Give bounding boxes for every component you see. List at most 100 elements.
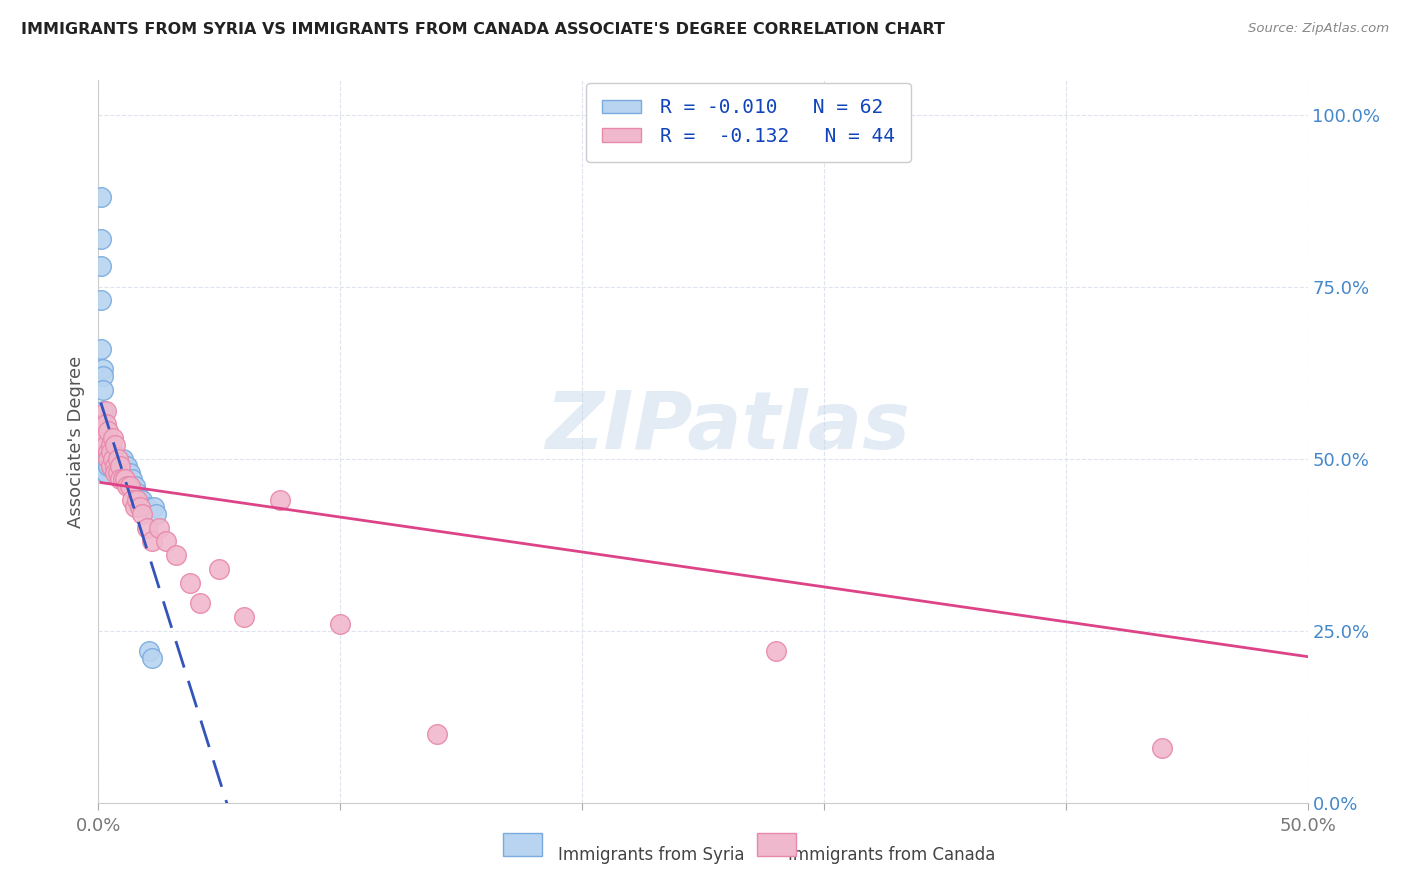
Point [145, 507, 167, 521]
Point [91, 369, 114, 384]
Point [100, 458, 122, 473]
Point [107, 458, 129, 473]
Point [131, 507, 153, 521]
Point [94, 445, 117, 459]
Point [128, 500, 150, 514]
Point [108, 451, 131, 466]
Point [94, 466, 117, 480]
Point [107, 466, 129, 480]
Point [124, 479, 146, 493]
Point [135, 520, 157, 534]
Point [104, 458, 127, 473]
Point [94, 445, 117, 459]
Point [97, 424, 120, 438]
Point [269, 493, 291, 508]
Point [94, 451, 117, 466]
Point [94, 431, 117, 445]
Point [232, 610, 254, 624]
Point [117, 479, 139, 493]
Point [104, 451, 127, 466]
Point [94, 417, 117, 432]
Point [127, 486, 149, 500]
Point [94, 458, 117, 473]
Point [101, 451, 124, 466]
Point [111, 466, 134, 480]
Point [97, 451, 120, 466]
Point [114, 472, 136, 486]
Point [91, 362, 114, 376]
Point [104, 458, 127, 473]
Point [121, 472, 143, 486]
Point [124, 500, 146, 514]
Text: Source: ZipAtlas.com: Source: ZipAtlas.com [1249, 22, 1389, 36]
Point [114, 458, 136, 473]
Point [97, 451, 120, 466]
Point [765, 108, 787, 122]
Point [131, 493, 153, 508]
Point [104, 458, 127, 473]
Point [148, 520, 170, 534]
Point [94, 458, 117, 473]
Point [179, 575, 201, 590]
Text: Immigrants from Canada: Immigrants from Canada [787, 847, 995, 864]
Point [107, 451, 129, 466]
Point [108, 466, 131, 480]
Point [101, 445, 124, 459]
FancyBboxPatch shape [758, 833, 796, 856]
Point [90, 190, 112, 204]
Point [91, 431, 114, 445]
Point [97, 458, 120, 473]
Point [128, 493, 150, 508]
Point [101, 431, 124, 445]
Point [90, 231, 112, 245]
Point [118, 466, 141, 480]
Point [90, 259, 112, 273]
Point [91, 424, 114, 438]
Point [100, 445, 122, 459]
Point [107, 451, 129, 466]
Point [97, 438, 120, 452]
Point [100, 458, 122, 473]
Point [111, 451, 134, 466]
Point [121, 493, 143, 508]
Y-axis label: Associate's Degree: Associate's Degree [66, 355, 84, 528]
Point [100, 438, 122, 452]
Point [94, 466, 117, 480]
Point [97, 451, 120, 466]
Point [329, 616, 352, 631]
Point [91, 383, 114, 397]
Point [91, 424, 114, 438]
Point [97, 445, 120, 459]
Point [100, 451, 122, 466]
Point [127, 493, 149, 508]
Point [117, 458, 139, 473]
Point [155, 534, 177, 549]
Point [91, 417, 114, 432]
Point [100, 458, 122, 473]
Point [94, 438, 117, 452]
Point [138, 644, 160, 658]
Point [426, 727, 449, 741]
Point [90, 438, 112, 452]
Point [94, 451, 117, 466]
Point [1152, 740, 1174, 755]
Point [108, 458, 131, 473]
Point [104, 466, 127, 480]
Point [97, 445, 120, 459]
Text: IMMIGRANTS FROM SYRIA VS IMMIGRANTS FROM CANADA ASSOCIATE'S DEGREE CORRELATION C: IMMIGRANTS FROM SYRIA VS IMMIGRANTS FROM… [21, 22, 945, 37]
Point [111, 472, 134, 486]
Point [188, 596, 211, 610]
Legend: R = -0.010   N = 62, R =  -0.132   N = 44: R = -0.010 N = 62, R = -0.132 N = 44 [586, 83, 911, 161]
Point [141, 534, 163, 549]
Point [94, 451, 117, 466]
Text: ZIPatlas: ZIPatlas [544, 388, 910, 467]
Point [141, 651, 163, 665]
Point [94, 403, 117, 417]
Point [104, 438, 127, 452]
Point [135, 500, 157, 514]
Point [90, 342, 112, 356]
Point [117, 466, 139, 480]
Point [97, 445, 120, 459]
Point [91, 403, 114, 417]
Point [100, 438, 122, 452]
